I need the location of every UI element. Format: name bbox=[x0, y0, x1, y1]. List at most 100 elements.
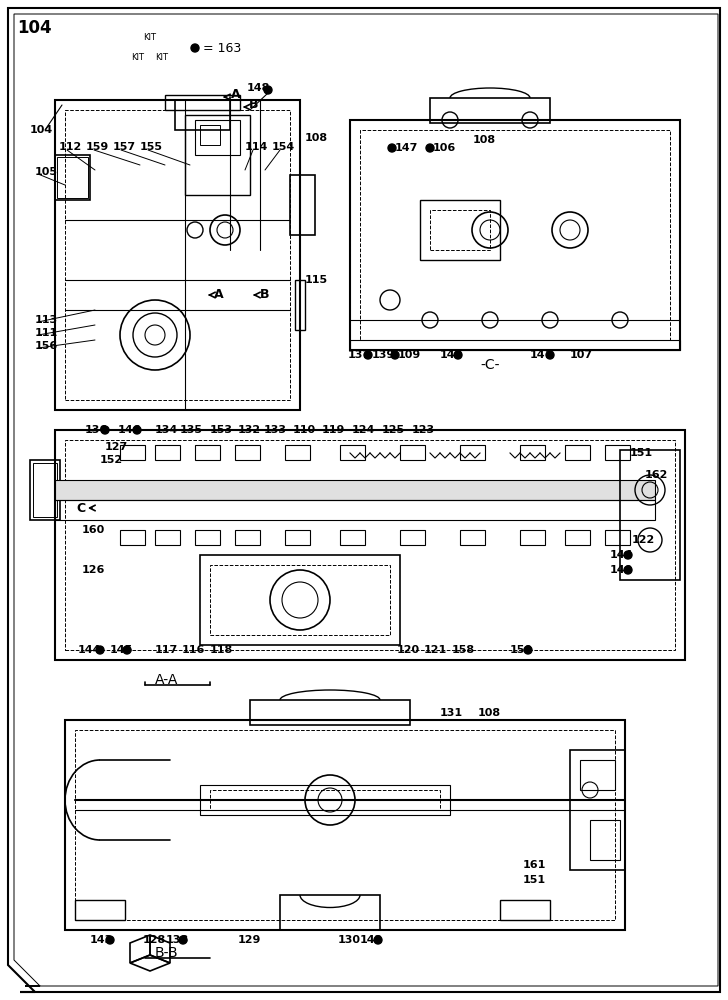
Text: 113: 113 bbox=[35, 315, 58, 325]
Circle shape bbox=[546, 351, 554, 359]
Bar bbox=[155, 445, 180, 460]
Text: 108: 108 bbox=[473, 135, 496, 145]
Bar bbox=[605, 445, 630, 460]
Text: 118: 118 bbox=[210, 645, 233, 655]
Bar bbox=[340, 445, 365, 460]
Text: 152: 152 bbox=[100, 455, 123, 465]
Text: 122: 122 bbox=[632, 535, 655, 545]
Text: 143: 143 bbox=[90, 935, 114, 945]
Text: 149: 149 bbox=[610, 565, 633, 575]
Bar bbox=[285, 530, 310, 545]
Bar bbox=[65, 110, 290, 400]
Circle shape bbox=[106, 936, 114, 944]
Text: 109: 109 bbox=[398, 350, 422, 360]
Bar bbox=[520, 530, 545, 545]
Bar bbox=[195, 530, 220, 545]
Bar bbox=[280, 895, 380, 930]
Text: 129: 129 bbox=[238, 935, 261, 945]
Circle shape bbox=[133, 426, 141, 434]
Text: 105: 105 bbox=[35, 167, 58, 177]
Circle shape bbox=[524, 646, 532, 654]
Circle shape bbox=[123, 646, 131, 654]
Text: 115: 115 bbox=[305, 275, 328, 285]
Text: 104: 104 bbox=[17, 19, 52, 37]
Text: 162: 162 bbox=[645, 470, 668, 480]
Bar bbox=[200, 555, 400, 645]
Bar bbox=[155, 530, 180, 545]
Bar bbox=[195, 120, 240, 155]
Bar bbox=[30, 460, 60, 520]
Bar bbox=[210, 790, 440, 810]
Text: 151: 151 bbox=[523, 875, 546, 885]
Bar bbox=[520, 445, 545, 460]
Circle shape bbox=[191, 44, 199, 52]
Text: 139: 139 bbox=[372, 350, 395, 360]
Text: 112: 112 bbox=[59, 142, 82, 152]
Bar bbox=[565, 530, 590, 545]
Bar bbox=[55, 430, 685, 660]
Text: 108: 108 bbox=[305, 133, 328, 143]
Bar bbox=[120, 530, 145, 545]
Bar bbox=[285, 445, 310, 460]
Bar bbox=[340, 530, 365, 545]
Text: 153: 153 bbox=[210, 425, 233, 435]
Text: 156: 156 bbox=[35, 341, 58, 351]
Text: 140: 140 bbox=[440, 350, 463, 360]
Bar bbox=[290, 175, 315, 235]
Bar bbox=[295, 280, 305, 330]
Bar bbox=[570, 750, 625, 870]
Bar bbox=[605, 530, 630, 545]
Text: 134: 134 bbox=[155, 425, 178, 435]
Bar bbox=[620, 450, 680, 580]
Text: 148: 148 bbox=[247, 83, 270, 93]
Bar bbox=[430, 98, 550, 123]
Text: A-A: A-A bbox=[155, 673, 178, 687]
Bar bbox=[55, 480, 655, 500]
Text: 150: 150 bbox=[510, 645, 533, 655]
Text: B-B: B-B bbox=[155, 946, 178, 960]
Text: 114: 114 bbox=[245, 142, 269, 152]
Text: 126: 126 bbox=[82, 565, 106, 575]
Text: 111: 111 bbox=[35, 328, 58, 338]
Circle shape bbox=[374, 936, 382, 944]
Bar bbox=[175, 100, 230, 130]
Text: 141: 141 bbox=[530, 350, 553, 360]
Bar bbox=[360, 130, 670, 340]
Circle shape bbox=[426, 144, 434, 152]
Text: C: C bbox=[76, 502, 85, 514]
Text: 128: 128 bbox=[143, 935, 166, 945]
Bar bbox=[33, 463, 57, 517]
Text: 135: 135 bbox=[180, 425, 203, 435]
Circle shape bbox=[96, 646, 104, 654]
Bar bbox=[235, 530, 260, 545]
Text: A: A bbox=[214, 288, 223, 302]
Text: KIT: KIT bbox=[156, 52, 168, 62]
Circle shape bbox=[391, 351, 399, 359]
Text: KIT: KIT bbox=[143, 32, 157, 41]
Text: 119: 119 bbox=[322, 425, 345, 435]
Text: 157: 157 bbox=[113, 142, 136, 152]
Bar bbox=[400, 445, 425, 460]
Text: 124: 124 bbox=[352, 425, 376, 435]
Text: 117: 117 bbox=[155, 645, 178, 655]
Text: 147: 147 bbox=[395, 143, 419, 153]
Text: = 163: = 163 bbox=[203, 42, 241, 55]
Text: 120: 120 bbox=[397, 645, 420, 655]
Text: 146: 146 bbox=[118, 425, 141, 435]
Text: 161: 161 bbox=[523, 860, 547, 870]
Bar bbox=[210, 565, 390, 635]
Bar bbox=[75, 900, 125, 920]
Text: 155: 155 bbox=[140, 142, 163, 152]
Text: -C-: -C- bbox=[480, 358, 499, 372]
Bar bbox=[350, 340, 680, 350]
Text: 131: 131 bbox=[440, 708, 463, 718]
Text: 123: 123 bbox=[412, 425, 435, 435]
Bar bbox=[185, 115, 250, 195]
Text: 138: 138 bbox=[166, 935, 189, 945]
Bar bbox=[235, 445, 260, 460]
Text: 121: 121 bbox=[424, 645, 447, 655]
Bar bbox=[460, 445, 485, 460]
Text: 136: 136 bbox=[85, 425, 108, 435]
Circle shape bbox=[101, 426, 109, 434]
Text: 154: 154 bbox=[272, 142, 296, 152]
